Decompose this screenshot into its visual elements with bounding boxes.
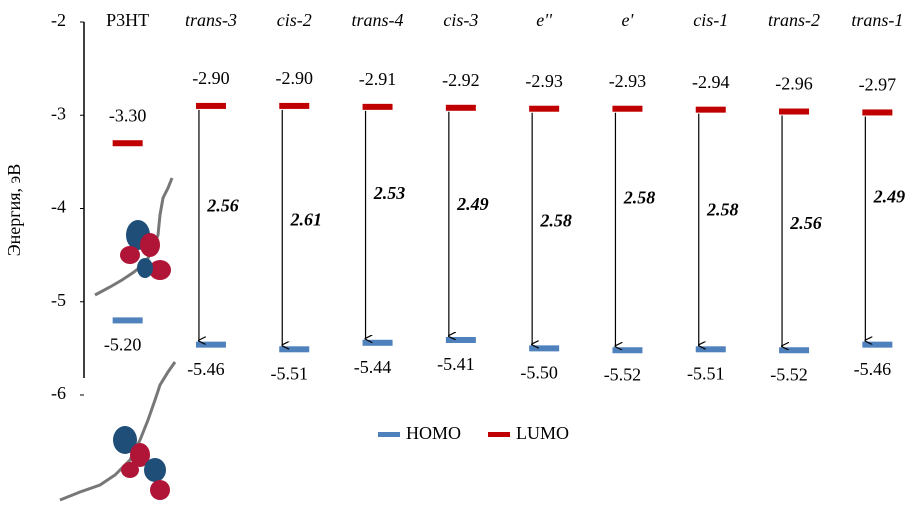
category-label: cis-3 — [443, 10, 478, 30]
value-label: -2.96 — [775, 74, 813, 94]
value-label: -2.90 — [276, 68, 314, 88]
legend-swatch — [378, 432, 400, 437]
level-bar — [529, 345, 560, 352]
level-bar — [779, 347, 810, 354]
gap-label: 2.58 — [539, 211, 572, 231]
legend-label: HOMO — [406, 423, 461, 443]
value-label: -5.52 — [604, 364, 642, 384]
gap-label: 2.58 — [706, 200, 739, 220]
level-bar — [612, 347, 643, 354]
level-bar — [362, 103, 393, 110]
level-bar — [862, 341, 893, 348]
value-label: -2.91 — [359, 69, 397, 89]
molecule-homo — [59, 361, 177, 502]
category-label: P3HT — [106, 10, 149, 30]
value-label: -2.93 — [609, 71, 647, 91]
legend-swatch — [488, 432, 510, 437]
category-label: cis-2 — [277, 10, 312, 30]
category-label: cis-1 — [693, 10, 728, 30]
value-label: -5.20 — [104, 335, 142, 355]
gap-label: 2.58 — [623, 188, 656, 208]
y-tick-label: -4 — [51, 197, 66, 217]
level-bar — [695, 346, 726, 353]
level-bar — [279, 346, 310, 353]
category-label: e' — [622, 10, 635, 30]
category-label: trans-3 — [185, 10, 237, 30]
value-label: -5.44 — [354, 357, 392, 377]
level-bar — [862, 109, 893, 116]
value-label: -2.94 — [692, 72, 730, 92]
gap-label: 2.49 — [873, 187, 906, 207]
level-bar — [695, 106, 726, 113]
value-label: -2.92 — [442, 70, 480, 90]
level-bar — [779, 108, 810, 115]
level-bar — [195, 102, 226, 109]
y-tick-label: -2 — [51, 10, 66, 30]
category-label: trans-4 — [352, 10, 404, 30]
level-bar — [445, 336, 476, 343]
value-label: -5.46 — [854, 359, 892, 379]
value-label: -2.97 — [859, 75, 897, 95]
level-bar — [112, 317, 143, 324]
level-bar — [445, 104, 476, 111]
gap-label: 2.56 — [206, 195, 239, 215]
level-bar — [612, 105, 643, 112]
value-label: -2.90 — [192, 68, 230, 88]
category-label: trans-1 — [851, 10, 903, 30]
y-tick-label: -5 — [51, 290, 66, 310]
value-label: -2.93 — [525, 71, 563, 91]
gap-label: 2.56 — [789, 213, 822, 233]
gap-label: 2.61 — [290, 210, 323, 230]
value-label: -5.50 — [520, 363, 558, 383]
y-axis-label: Энергия, эВ — [4, 164, 24, 257]
level-bar — [529, 105, 560, 112]
y-tick-label: -3 — [51, 103, 66, 123]
molecule-lumo — [94, 177, 174, 297]
legend-label: LUMO — [516, 423, 569, 443]
value-label: -3.30 — [109, 105, 147, 125]
category-label: e'' — [536, 10, 553, 30]
y-tick-label: -6 — [51, 383, 66, 403]
value-label: -5.51 — [271, 363, 309, 383]
level-bar — [362, 339, 393, 346]
value-label: -5.51 — [687, 363, 725, 383]
level-bar — [195, 341, 226, 348]
gap-label: 2.53 — [373, 183, 406, 203]
value-label: -5.52 — [770, 364, 808, 384]
category-label: trans-2 — [768, 10, 820, 30]
level-bar — [279, 102, 310, 109]
value-label: -5.41 — [437, 354, 475, 374]
gap-label: 2.49 — [456, 194, 489, 214]
value-label: -5.46 — [187, 359, 225, 379]
level-bar — [112, 140, 143, 147]
